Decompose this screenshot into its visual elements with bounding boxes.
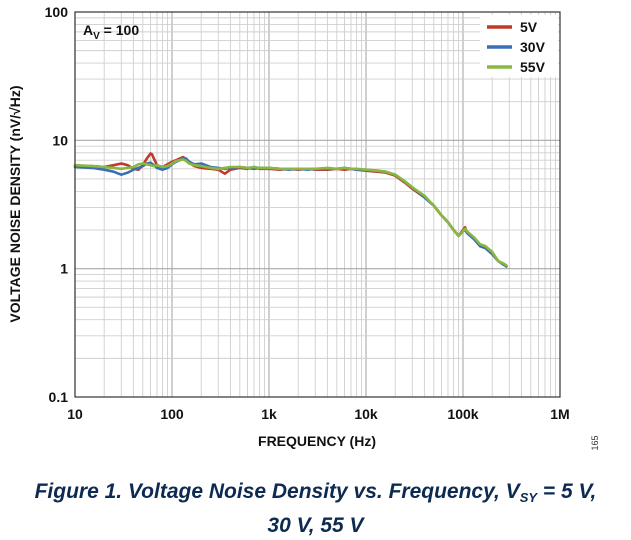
x-tick-label: 100 <box>160 406 184 422</box>
gain-annotation-main: A <box>83 22 93 38</box>
legend-label-5v: 5V <box>520 19 538 35</box>
caption-line-1-sub: SY <box>519 490 538 505</box>
caption-line-1-suffix: = 5 V, <box>537 480 597 503</box>
y-tick-label: 10 <box>52 132 68 148</box>
series-line-55v <box>73 158 508 267</box>
plot-frame <box>74 11 561 398</box>
caption-line-1: Figure 1. Voltage Noise Density vs. Freq… <box>0 478 631 512</box>
legend-label-55v: 55V <box>520 59 546 75</box>
series-layer <box>73 152 508 268</box>
gain-annotation-rest: = 100 <box>100 22 140 38</box>
y-tick-label: 0.1 <box>49 389 69 405</box>
y-axis-label: VOLTAGE NOISE DENSITY (nV/√Hz) <box>7 85 23 322</box>
x-tick-label: 1k <box>261 406 277 422</box>
tick-labels: 10 100 1k 10k 100k 1M 0.1 1 10 100 <box>45 4 570 422</box>
x-axis-label: FREQUENCY (Hz) <box>258 433 376 449</box>
x-tick-label: 1M <box>550 406 569 422</box>
y-tick-label: 1 <box>60 261 68 277</box>
figure-number: 165 <box>590 435 600 450</box>
legend: 5V 30V 55V <box>480 15 558 77</box>
gain-annotation: AV = 100 <box>83 22 139 42</box>
legend-label-30v: 30V <box>520 39 546 55</box>
figure-caption: Figure 1. Voltage Noise Density vs. Freq… <box>0 478 631 540</box>
x-tick-label: 100k <box>447 406 478 422</box>
x-tick-label: 10k <box>354 406 378 422</box>
gain-annotation-sub: V <box>93 31 100 42</box>
noise-density-chart: 10 100 1k 10k 100k 1M 0.1 1 10 100 VOLTAGE NOISE … <box>7 4 600 451</box>
x-tick-label: 10 <box>67 406 83 422</box>
caption-line-2: 30 V, 55 V <box>267 514 364 537</box>
caption-line-1-prefix: Figure 1. Voltage Noise Density vs. Freq… <box>34 480 520 503</box>
y-tick-label: 100 <box>45 4 69 20</box>
